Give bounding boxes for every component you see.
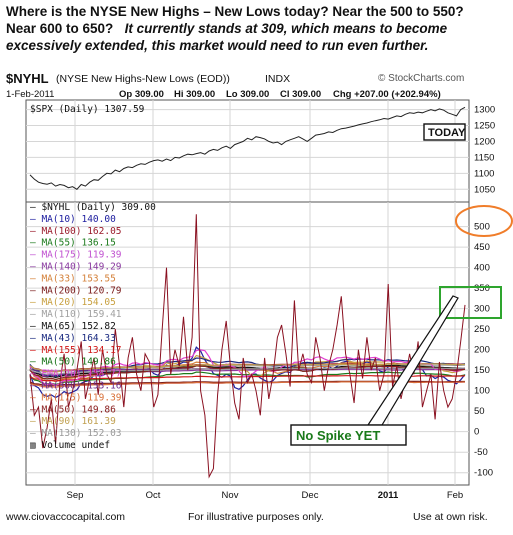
ma-legend-item: — MA(65) 152.82: [30, 321, 116, 332]
ma-legend-item: — MA(100) 162.05: [30, 226, 122, 237]
ma-legend-item: — MA(10) 140.00: [30, 214, 116, 225]
footer-note: For illustrative purposes only.: [188, 511, 324, 523]
ma-line: [29, 367, 466, 376]
low-value: Lo 309.00: [226, 89, 270, 100]
change-value: Chg +207.00 (+202.94%): [333, 89, 441, 100]
current-value-box: [439, 286, 502, 319]
footer-site: www.ciovaccocapital.com: [6, 511, 126, 523]
headline-line2a: Near 600 to 650?: [6, 21, 114, 36]
volume-legend: ▥ Volume undef: [30, 440, 110, 451]
nyhl-series-line: [29, 214, 466, 479]
x-tick-label: Nov: [222, 490, 239, 501]
ma-legend-item: — MA(20) 154.05: [30, 297, 116, 308]
nyhl-y-tick: 100: [474, 386, 490, 397]
headline-line2b: It currently stands at 309, which means …: [6, 21, 448, 53]
spx-grid: [26, 100, 469, 202]
headline-line2: Near 600 to 650? It currently stands at …: [6, 20, 511, 54]
ma-legend-item: — MA(90) 161.39: [30, 416, 116, 427]
footer-risk: Use at own risk.: [413, 511, 488, 523]
ma-legend-item: — MA(55) 136.15: [30, 238, 116, 249]
ma-legend-item: — MA(175) 119.39: [30, 392, 122, 403]
nyhl-legend-title: — $NYHL (Daily) 309.00: [30, 202, 156, 213]
nyhl-legend: — $NYHL (Daily) 309.00— MA(10) 140.00— M…: [30, 202, 156, 451]
nyhl-y-tick: 300: [474, 304, 490, 315]
ma-legend-item: — MA(175) 119.39: [30, 250, 122, 261]
ma-legend-item: — MA(110) 159.41: [30, 309, 122, 320]
nyhl-y-tick: 50: [474, 406, 485, 417]
nyhl-y-tick: -100: [474, 468, 493, 479]
spx-y-tick: 1100: [474, 168, 494, 179]
nyhl-y-tick: 0: [474, 427, 479, 438]
nyhl-y-tick: 150: [474, 365, 490, 376]
headline: Where is the NYSE New Highs – New Lows t…: [6, 3, 511, 54]
ma-legend-item: — MA(43) 164.33: [30, 333, 116, 344]
spx-legend: $SPX (Daily) 1307.59: [30, 104, 145, 115]
nyhl-y-tick: 250: [474, 324, 490, 335]
no-spike-label: No Spike YET: [296, 428, 380, 443]
spx-y-tick: 1250: [474, 121, 495, 132]
close-value: Cl 309.00: [280, 89, 322, 100]
x-tick-label: Sep: [67, 490, 84, 501]
high-value: Hi 309.00: [174, 89, 216, 100]
x-tick-label: Feb: [447, 490, 463, 501]
x-tick-label: 2011: [378, 490, 399, 501]
ma-line: [29, 349, 466, 387]
open-value: Op 309.00: [119, 89, 164, 100]
ma-line: [29, 364, 466, 379]
ma-legend-item: — MA(130) 152.03: [30, 428, 122, 439]
stockcharts-credit: © StockCharts.com: [378, 73, 465, 84]
nyhl-axis: -100 -50 0 50 100 150 200 250 300 350 400 450 500: [474, 222, 493, 479]
spx-axis: 1050 1100 1150 1200 1250 1300: [474, 105, 495, 196]
spx-y-tick: 1300: [474, 105, 495, 116]
spx-y-tick: 1150: [474, 152, 494, 163]
ma-line: [29, 371, 466, 385]
spx-y-tick: 1050: [474, 184, 495, 195]
ma-legend-item: — MA(33) 153.55: [30, 273, 116, 284]
target-ellipse: [455, 205, 513, 237]
ma-line: [29, 357, 466, 377]
today-label-box: TODAY: [423, 123, 466, 141]
no-spike-callout: No Spike YET: [290, 295, 459, 446]
ma-legend-item: — MA(200) 120.79: [30, 285, 122, 296]
ma-legend-item: — EMA(20) 158.77: [30, 369, 122, 380]
chart-date: 1-Feb-2011: [6, 89, 55, 100]
nyhl-y-tick: 500: [474, 222, 490, 233]
chart-desc: (NYSE New Highs-New Lows (EOD)): [56, 73, 230, 85]
x-axis: Sep Oct Nov Dec 2011 Feb: [67, 490, 464, 501]
today-label: TODAY: [428, 127, 466, 139]
chart-symbol: $NYHL: [6, 71, 49, 86]
ma-legend-item: — MA(50) 149.86: [30, 404, 116, 415]
nyhl-y-tick: 450: [474, 242, 490, 253]
spx-y-tick: 1200: [474, 136, 495, 147]
ma-line: [29, 363, 466, 373]
nyhl-y-tick: 350: [474, 283, 490, 294]
nyhl-y-tick: 200: [474, 345, 490, 356]
x-tick-label: Oct: [146, 490, 161, 501]
headline-line1: Where is the NYSE New Highs – New Lows t…: [6, 4, 464, 19]
nyhl-y-tick: -50: [474, 447, 488, 458]
x-tick-label: Dec: [302, 490, 319, 501]
ma-legend-item: — MA(50) 149.86: [30, 357, 116, 368]
ma-legend-item: — MA(155) 134.17: [30, 345, 122, 356]
ma-legend-item: — MA(140) 149.29: [30, 262, 122, 273]
spx-series-line: [29, 106, 466, 190]
chart-exchange: INDX: [265, 73, 291, 85]
nyhl-y-tick: 400: [474, 263, 490, 274]
ma-legend-item: — MA(300) 153.16: [30, 381, 122, 392]
